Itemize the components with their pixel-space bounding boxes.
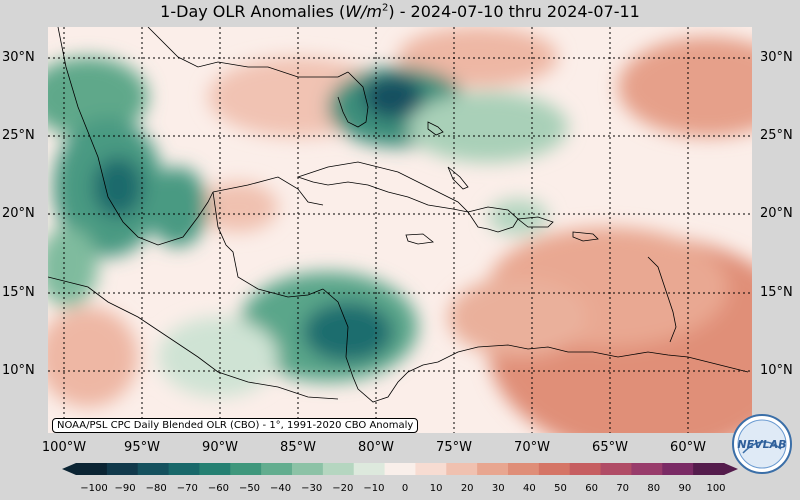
colorbar-tick-label: −10: [363, 483, 385, 494]
graticule: [48, 27, 752, 433]
lon-label: 80°W: [358, 440, 394, 455]
coastlines: [48, 27, 749, 403]
colorbar-tick-label: −80: [145, 483, 167, 494]
title-unit: W/m: [345, 2, 382, 21]
colorbar-cell: [662, 463, 694, 475]
lat-label-left: 20°N: [2, 206, 35, 221]
colorbar-arrow-low: [62, 463, 76, 475]
colorbar-cell: [353, 463, 386, 475]
colorbar-arrow-high: [724, 463, 738, 475]
lon-label: 100°W: [41, 440, 87, 455]
colorbar-cell: [384, 463, 416, 475]
colorbar-cell: [508, 463, 540, 475]
lat-label-right: 30°N: [760, 50, 793, 65]
nevlab-logo: NEVLAB: [732, 414, 792, 474]
colorbar-tick-label: 80: [647, 483, 661, 494]
colorbar-tick-label: −60: [207, 483, 229, 494]
colorbar-tick-label: 60: [585, 483, 598, 494]
lon-label: 90°W: [202, 440, 238, 455]
colorbar-cell: [137, 463, 170, 475]
colorbar-tick-label: 50: [554, 483, 567, 494]
anomaly-map: [48, 27, 752, 433]
lat-label-right: 10°N: [760, 363, 793, 378]
colorbar-tick-label: −30: [301, 483, 323, 494]
colorbar-tick-label: 100: [706, 483, 726, 494]
colorbar-tick-label: −100: [80, 483, 108, 494]
colorbar-cell: [292, 463, 324, 475]
colorbar-cell: [600, 463, 632, 475]
lon-label: 75°W: [436, 440, 472, 455]
colorbar-tick-label: −40: [270, 483, 292, 494]
lat-label-left: 15°N: [2, 285, 35, 300]
colorbar-cell: [569, 463, 602, 475]
colorbar-tick-label: 20: [460, 483, 474, 494]
title-unit-exponent: 2: [381, 2, 389, 14]
title-prefix: 1-Day OLR Anomalies (: [160, 2, 346, 21]
colorbar-cell: [693, 463, 725, 475]
lon-label: 70°W: [514, 440, 550, 455]
colorbar-cell: [261, 463, 293, 475]
lon-label: 95°W: [124, 440, 160, 455]
colorbar-tick-label: −50: [238, 483, 261, 494]
lat-label-right: 20°N: [760, 206, 793, 221]
colorbar-tick-label: 70: [616, 483, 630, 494]
colorbar-tick-label: −20: [332, 483, 354, 494]
colorbar-cell: [538, 463, 571, 475]
lon-label: 65°W: [592, 440, 628, 455]
colorbar-cell: [199, 463, 231, 475]
colorbar-cell: [322, 463, 355, 475]
lat-label-left: 10°N: [2, 363, 35, 378]
colorbar-tick-label: 30: [491, 483, 505, 494]
colorbar-cell: [168, 463, 200, 475]
colorbar-cell: [477, 463, 509, 475]
colorbar-cell: [415, 463, 447, 475]
colorbar-tick-label: 90: [678, 483, 692, 494]
colorbar-cell: [446, 463, 478, 475]
colorbar-tick-label: −90: [114, 483, 136, 494]
colorbar-cell: [631, 463, 663, 475]
colorbar-tick-label: −70: [176, 483, 198, 494]
lat-label-right: 25°N: [760, 128, 793, 143]
lat-label-left: 25°N: [2, 128, 35, 143]
lon-label: 60°W: [670, 440, 706, 455]
colorbar-tick-label: 10: [429, 483, 443, 494]
title-date-range: ) - 2024-07-10 thru 2024-07-11: [388, 2, 640, 21]
colorbar-tick-label: 40: [523, 483, 536, 494]
colorbar: [62, 463, 738, 475]
anomaly-field: [48, 27, 752, 433]
colorbar-cell: [76, 463, 108, 475]
map-title: 1-Day OLR Anomalies (W/m2) - 2024-07-10 …: [0, 2, 800, 21]
lon-label: 85°W: [280, 440, 316, 455]
lat-label-left: 30°N: [2, 50, 35, 65]
colorbar-cell: [230, 463, 262, 475]
colorbar-cell: [106, 463, 139, 475]
data-source-credit: NOAA/PSL CPC Daily Blended OLR (CBO) - 1…: [52, 418, 419, 433]
logo-lettering: NEVLAB: [737, 438, 786, 451]
colorbar-tick-label: 0: [401, 483, 409, 494]
lat-label-right: 15°N: [760, 285, 793, 300]
